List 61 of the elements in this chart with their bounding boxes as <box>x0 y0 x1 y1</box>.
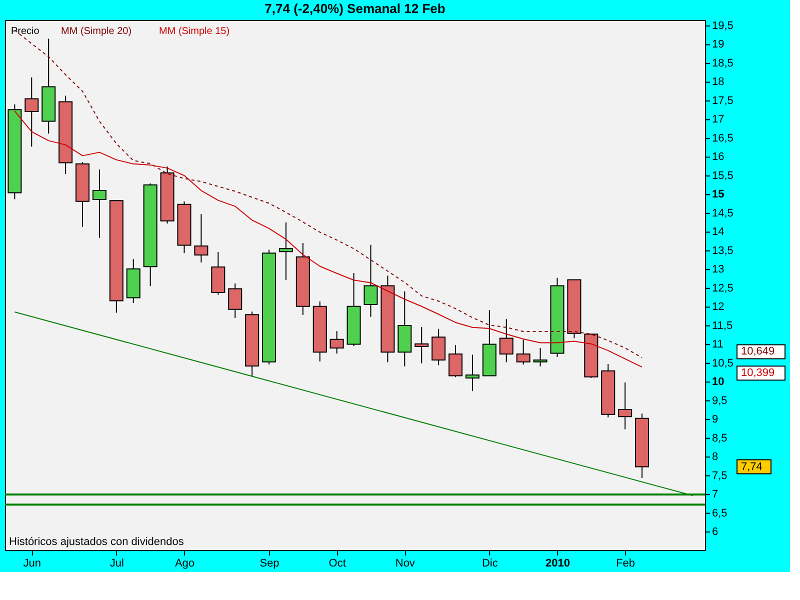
x-tick-label: Jul <box>110 558 124 570</box>
candlestick <box>278 222 293 281</box>
y-tick-label: 19 <box>712 38 724 51</box>
candlestick <box>414 326 429 364</box>
x-tick-label: Feb <box>616 558 636 570</box>
y-tick-label: 6,5 <box>712 507 728 520</box>
x-tick-label: 2010 <box>546 558 570 570</box>
y-tick-label: 18 <box>712 76 724 88</box>
y-tick-label: 6 <box>712 526 718 538</box>
candlestick <box>465 354 480 392</box>
line-series <box>14 110 643 368</box>
text: Precio <box>11 26 40 37</box>
y-tick-label: 11 <box>712 338 724 351</box>
x-tick-label: Sep <box>260 558 280 570</box>
y-tick-label: 12 <box>712 301 724 314</box>
chart-title: 7,74 (-2,40%) Semanal 12 Feb <box>264 0 446 16</box>
y-tick-label: 13,5 <box>712 244 734 257</box>
x-tick-label: Dic <box>482 558 498 570</box>
y-tick-label: 9 <box>712 414 718 426</box>
candlestick <box>499 318 514 363</box>
y-tick-label: 7 <box>712 488 718 501</box>
y-tick-label: 19,5 <box>712 20 734 32</box>
text: MM (Simple 20) <box>61 26 132 37</box>
candlestick <box>24 76 39 148</box>
y-tick-label: 8 <box>712 451 718 464</box>
y-tick-label: 14 <box>712 226 724 238</box>
y-tick-label: 18,5 <box>712 57 734 70</box>
text: 10,649 <box>741 346 775 358</box>
y-tick-label: 10 <box>712 376 724 388</box>
candlestick <box>618 382 632 430</box>
candlestick <box>448 344 463 378</box>
candlestick <box>533 347 548 367</box>
x-tick-label: Ago <box>174 558 195 570</box>
y-tick-label: 17 <box>712 114 724 126</box>
x-tick-label: Nov <box>395 558 416 570</box>
y-tick-label: 7,5 <box>712 470 728 482</box>
y-tick-label: 16 <box>712 151 724 164</box>
y-tick-label: 17,5 <box>712 94 734 107</box>
text: 7,74 <box>741 460 762 473</box>
x-tick-label: Jun <box>23 558 42 570</box>
y-tick-label: 14,5 <box>712 207 734 220</box>
y-tick-label: 11,5 <box>712 320 733 332</box>
candlestick <box>92 169 106 238</box>
text: 10,399 <box>741 367 775 380</box>
y-tick-label: 15 <box>712 188 724 201</box>
x-tick-label: Oct <box>328 558 346 570</box>
candlestick <box>228 283 242 318</box>
candlestick <box>330 330 344 354</box>
y-tick-label: 8,5 <box>712 432 728 444</box>
y-tick-label: 15,5 <box>712 170 734 182</box>
y-tick-label: 13 <box>712 264 724 276</box>
candlestick <box>432 328 446 366</box>
y-tick-label: 16,5 <box>712 132 734 144</box>
y-tick-label: 10,5 <box>712 357 734 370</box>
candlestick <box>516 339 530 365</box>
y-tick-label: 12,5 <box>712 282 734 294</box>
candlestick <box>194 214 208 264</box>
candlestick <box>364 244 378 318</box>
y-tick-label: 9,5 <box>712 394 728 407</box>
annotation: Históricos ajustados con dividendos <box>9 536 184 548</box>
text: MM (Simple 15) <box>159 26 230 37</box>
